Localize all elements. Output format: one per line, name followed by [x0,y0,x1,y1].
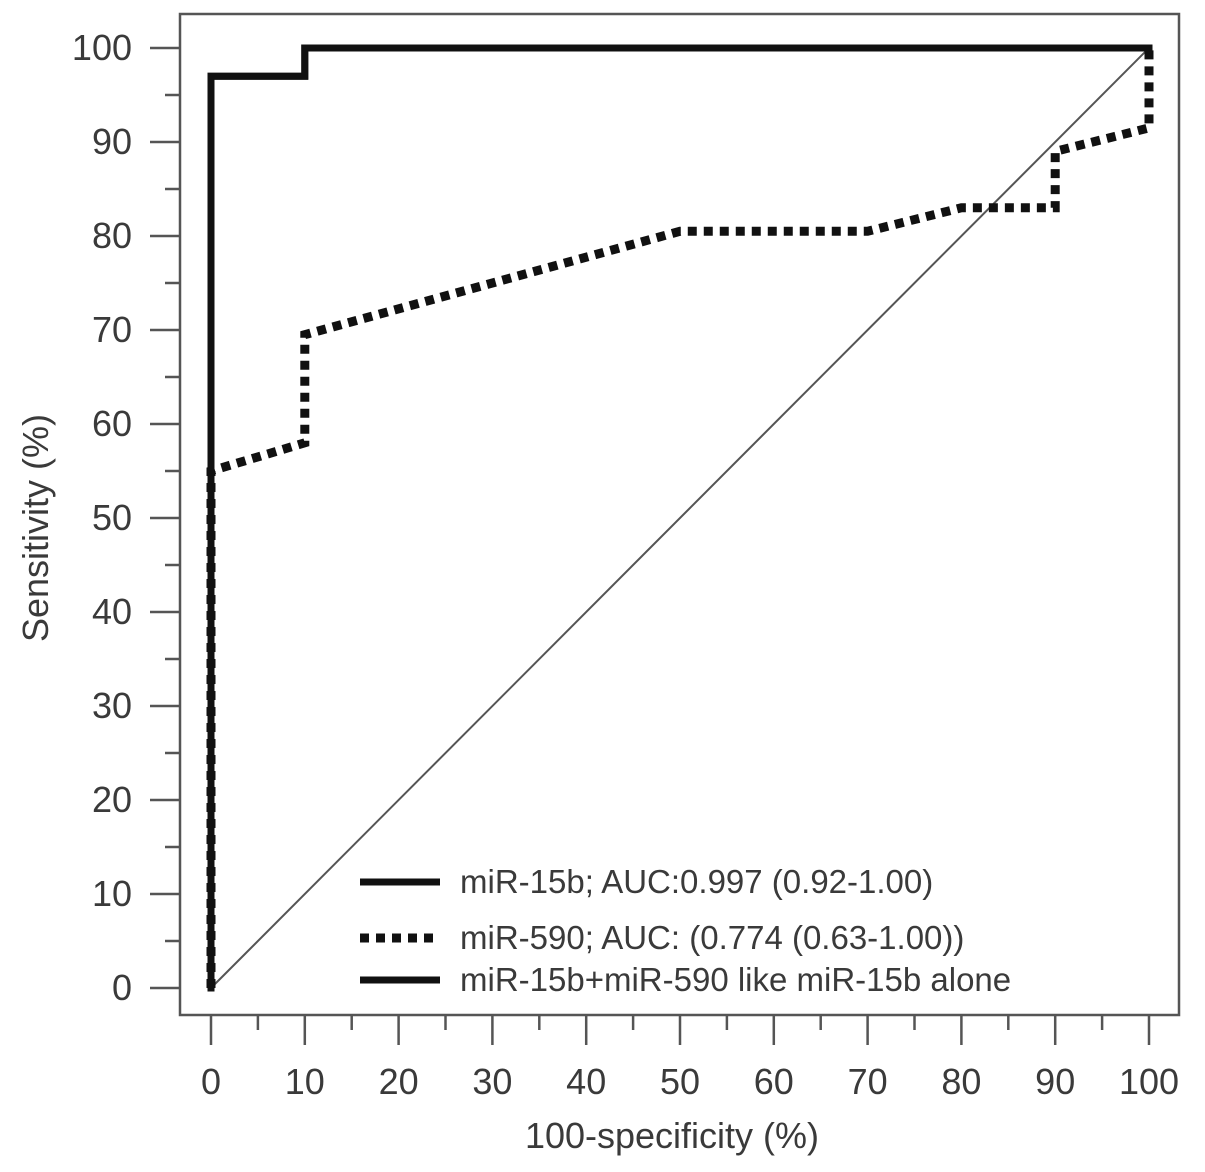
y-tick-label: 100 [72,27,132,68]
y-tick-label: 70 [92,309,132,350]
y-tick-label: 90 [92,121,132,162]
legend-label-2: miR-590; AUC: (0.774 (0.63-1.00)) [460,919,964,956]
y-axis-title: Sensitivity (%) [15,414,56,642]
y-tick-label: 30 [92,685,132,726]
x-tick-label: 10 [285,1061,325,1102]
x-tick-label: 90 [1035,1061,1075,1102]
x-tick-label: 80 [941,1061,981,1102]
reference-diagonal-line [210,47,1150,989]
x-axis-title: 100-specificity (%) [525,1115,819,1156]
legend-label-1: miR-15b; AUC:0.997 (0.92-1.00) [460,863,933,900]
series-line-2 [206,48,1154,988]
y-tick-label: 10 [92,873,132,914]
y-tick-label: 80 [92,215,132,256]
legend-label-3: miR-15b+miR-590 like miR-15b alone [460,961,1011,998]
legend: miR-15b; AUC:0.997 (0.92-1.00) miR-590; A… [360,863,1011,998]
y-tick-label: 20 [92,779,132,820]
series-layer [206,44,1154,992]
x-tick-label: 20 [379,1061,419,1102]
x-tick-label: 40 [566,1061,606,1102]
x-axis-ticks: 0 10 20 30 40 50 60 70 80 90 100 [201,1015,1179,1102]
x-tick-label: 0 [201,1061,221,1102]
y-tick-label: 0 [112,967,132,1008]
series-line-3 [207,44,1153,992]
x-tick-label: 30 [472,1061,512,1102]
x-tick-label: 70 [848,1061,888,1102]
y-tick-label: 40 [92,591,132,632]
y-axis-ticks: 0 10 20 30 40 50 60 70 80 90 100 [72,27,180,1008]
x-tick-label: 50 [660,1061,700,1102]
x-tick-label: 100 [1119,1061,1179,1102]
y-tick-label: 50 [92,497,132,538]
y-tick-label: 60 [92,403,132,444]
x-tick-label: 60 [754,1061,794,1102]
